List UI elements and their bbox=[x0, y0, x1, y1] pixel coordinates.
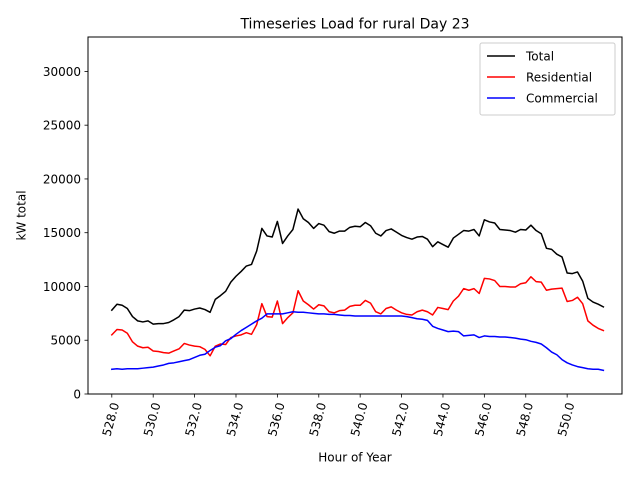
series-line-total bbox=[110, 208, 605, 325]
y-tick-label: 0 bbox=[73, 388, 81, 402]
legend-label-commercial: Commercial bbox=[526, 92, 598, 106]
y-tick-label: 15000 bbox=[43, 226, 81, 240]
plot-area bbox=[110, 208, 605, 372]
series-line-residential bbox=[110, 276, 605, 357]
axes-frame bbox=[87, 36, 623, 395]
series-line-commercial bbox=[110, 310, 605, 372]
legend: Total Residential Commercial bbox=[479, 42, 616, 116]
y-axis: 0 5000 10000 15000 20000 25000 30000 bbox=[43, 65, 88, 402]
legend-label-residential: Residential bbox=[526, 71, 592, 85]
y-tick-label: 30000 bbox=[43, 65, 81, 79]
y-tick-label: 10000 bbox=[43, 280, 81, 294]
y-tick-label: 20000 bbox=[43, 172, 81, 186]
legend-box bbox=[479, 42, 616, 116]
y-axis-label: kW total bbox=[15, 190, 29, 240]
legend-label-total: Total bbox=[525, 50, 554, 64]
chart-title: Timeseries Load for rural Day 23 bbox=[239, 17, 469, 33]
y-tick-label: 5000 bbox=[50, 334, 81, 348]
x-axis-label: Hour of Year bbox=[318, 451, 392, 465]
y-tick-label: 25000 bbox=[43, 119, 81, 133]
